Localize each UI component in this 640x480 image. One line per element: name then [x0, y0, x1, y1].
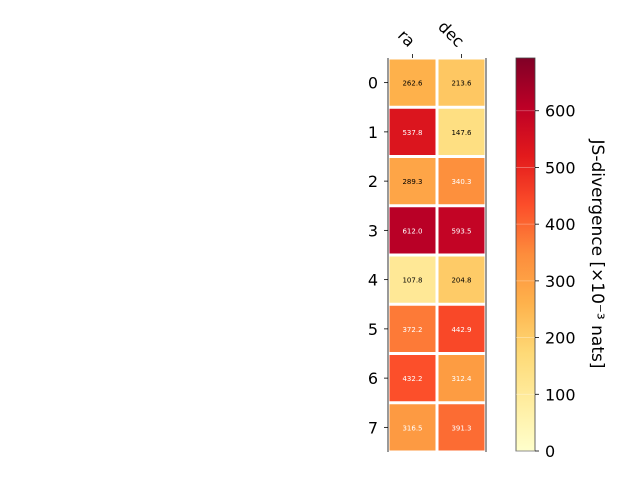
cell-value-label: 312.4 [451, 375, 472, 383]
y-tick-label: 6 [368, 369, 378, 388]
cell-value-label: 289.3 [402, 178, 422, 186]
x-tick-label: dec [434, 17, 468, 51]
heatmap-cell [438, 256, 485, 303]
colorbar-tick-label: 300 [545, 272, 576, 291]
x-tick-label: ra [394, 26, 419, 51]
colorbar: 0 100 200 300 400 500 600 [515, 57, 576, 461]
cell-value-label: 372.2 [402, 326, 422, 334]
colorbar-tick-label: 400 [545, 215, 576, 234]
cell-value-label: 262.6 [402, 80, 423, 88]
heatmap-cell [389, 355, 436, 402]
colorbar-tick-label: 200 [545, 329, 576, 348]
heatmap-cell [389, 305, 436, 352]
y-tick-label: 3 [368, 221, 378, 240]
y-tick-label: 7 [368, 418, 378, 437]
heatmap-cell [389, 59, 436, 106]
y-tick-label: 4 [368, 271, 378, 290]
colorbar-label: JS-divergence [×10⁻³ nats] [587, 139, 607, 369]
heatmap-cell [438, 108, 485, 155]
cell-value-label: 316.5 [402, 424, 422, 432]
heatmap-plot: 262.6 213.6 537.8 147.6 289.3 340.3 612.0 593.5… [368, 17, 487, 452]
heatmap-cell [389, 256, 436, 303]
heatmap-cell [438, 207, 485, 254]
heatmap-cell [438, 158, 485, 205]
cell-value-label: 391.3 [451, 424, 471, 432]
cell-value-label: 537.8 [402, 129, 422, 137]
heatmap-cell [438, 59, 485, 106]
cell-value-label: 612.0 [402, 227, 422, 235]
heatmap-cell [389, 158, 436, 205]
cell-value-label: 107.8 [402, 277, 422, 285]
heatmap-cell [438, 355, 485, 402]
cell-value-label: 593.5 [451, 227, 471, 235]
heatmap-cell [438, 404, 485, 451]
heatmap-cell [438, 305, 485, 352]
heatmap-cell [389, 207, 436, 254]
cell-value-label: 147.6 [451, 129, 472, 137]
cell-value-label: 432.2 [402, 375, 422, 383]
colorbar-tick-label: 100 [545, 385, 576, 404]
heatmap-cell [389, 108, 436, 155]
colorbar-tick-label: 0 [545, 442, 555, 461]
colorbar-tick-label: 600 [545, 102, 576, 121]
cell-value-label: 442.9 [451, 326, 471, 334]
y-tick-label: 5 [368, 320, 378, 339]
heatmap-cell [389, 404, 436, 451]
colorbar-tick-label: 500 [545, 158, 576, 177]
y-tick-label: 0 [368, 74, 378, 93]
cell-value-label: 204.8 [451, 277, 471, 285]
y-tick-label: 2 [368, 172, 378, 191]
colorbar-gradient [515, 57, 536, 452]
cell-value-label: 340.3 [451, 178, 471, 186]
y-tick-label: 1 [368, 123, 378, 142]
cell-value-label: 213.6 [451, 80, 472, 88]
